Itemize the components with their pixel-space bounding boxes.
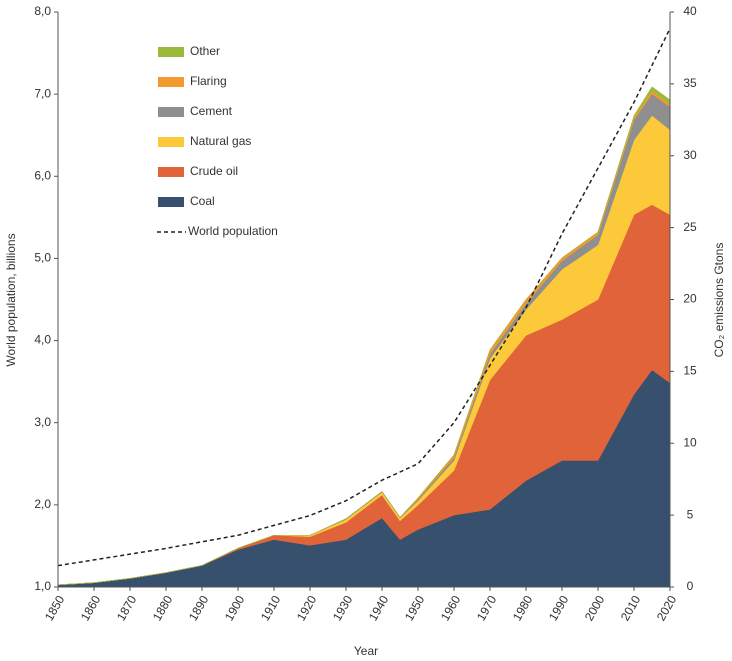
y2-tick-label: 5 [687,507,694,521]
y-axis-label: World population, billions [4,233,18,366]
x-tick-label: 1930 [330,593,356,623]
y2-tick-label: 30 [683,148,697,162]
legend-swatch [158,107,184,117]
x-tick-label: 2020 [654,593,680,623]
x-tick-label: 1900 [222,593,248,623]
x-tick-label: 2010 [618,593,644,623]
y-tick-label: 2,0 [34,497,51,511]
x-tick-label: 2000 [582,593,608,623]
x-tick-label: 1870 [114,593,140,623]
y-tick-label: 4,0 [34,333,51,347]
x-tick-label: 1960 [438,593,464,623]
y2-tick-label: 0 [687,579,694,593]
x-tick-label: 1880 [150,593,176,623]
legend-label: Natural gas [190,134,251,148]
y-tick-label: 1,0 [34,579,51,593]
x-tick-label: 1920 [294,593,320,623]
legend-swatch [158,167,184,177]
legend-label: Flaring [190,74,227,88]
population-line [57,28,671,567]
y2-tick-label: 40 [683,4,697,18]
legend-label: World population [188,224,278,238]
x-axis-label: Year [354,644,378,658]
legend-swatch [158,47,184,57]
legend-swatch [158,77,184,87]
x-tick-label: 1970 [474,593,500,623]
legend-label: Coal [190,194,215,208]
legend-swatch [158,197,184,207]
legend-label: Crude oil [190,164,238,178]
legend-label: Other [190,44,220,58]
y2-tick-label: 10 [683,435,697,449]
x-tick-label: 1990 [546,593,572,623]
y2-tick-label: 15 [683,364,697,378]
y2-axis-label: CO₂ emissions Gtons [712,243,726,358]
y-tick-label: 6,0 [34,168,51,182]
y2-tick-label: 20 [683,292,697,306]
x-tick-label: 1910 [258,593,284,623]
y-tick-label: 7,0 [34,86,51,100]
y2-tick-label: 35 [683,76,697,90]
y-tick-label: 3,0 [34,415,51,429]
x-tick-label: 1940 [366,593,392,623]
x-tick-label: 1950 [402,593,428,623]
legend-swatch [158,137,184,147]
x-tick-label: 1980 [510,593,536,623]
x-tick-label: 1860 [78,593,104,623]
x-tick-label: 1850 [42,593,68,623]
x-tick-label: 1890 [186,593,212,623]
y-tick-label: 8,0 [34,4,51,18]
y-tick-label: 5,0 [34,251,51,265]
legend-label: Cement [190,104,233,118]
y2-tick-label: 25 [683,220,697,234]
